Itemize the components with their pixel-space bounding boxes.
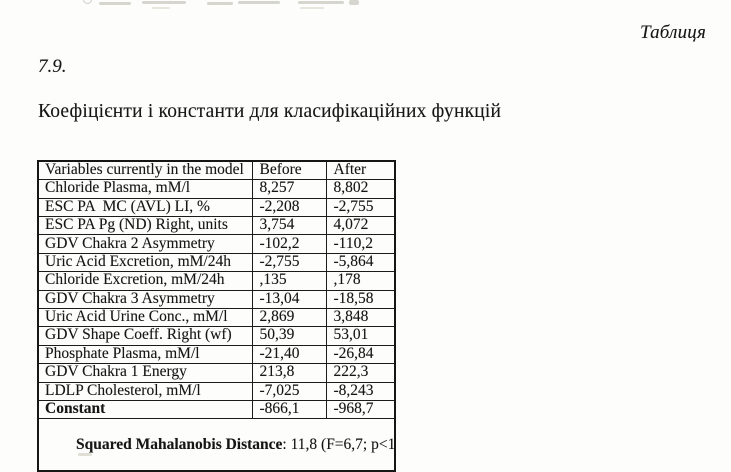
table-row: LDLP Cholesterol, mM/l -7,025 -8,243 (37, 381, 396, 401)
table-row: GDV Chakra 2 Asymmetry -102,2 -110,2 (37, 234, 396, 254)
header-variables: Variables currently in the model (37, 160, 253, 181)
after-cell: -5,864 (325, 252, 396, 273)
table-row: ESC PA MC (AVL) LI, % -2,208 -2,755 (37, 197, 396, 218)
header-after: After (325, 160, 396, 181)
variable-cell: Constant (37, 399, 253, 420)
variable-cell: Chloride Excretion, mM/24h (37, 271, 253, 291)
variable-cell: GDV Chakra 1 Energy (37, 363, 253, 383)
table-row: GDV Chakra 1 Energy 213,8 222,3 (37, 363, 396, 383)
after-cell: 8,802 (325, 179, 396, 199)
clipped-glyph-circle (83, 0, 92, 4)
classification-functions-table: Variables currently in the model Before … (37, 160, 396, 472)
table-row: Phosphate Plasma, mM/l -21,40 -26,84 (37, 344, 396, 365)
variable-cell: Chloride Plasma, mM/l (37, 179, 253, 199)
mahalanobis-cell: Squared Mahalanobis Distance: 11,8 (F=6,… (37, 418, 396, 472)
before-cell: 2,869 (251, 307, 327, 328)
after-cell: -18,58 (325, 289, 396, 310)
variable-cell: GDV Chakra 3 Asymmetry (37, 289, 253, 310)
table-header-row: Variables currently in the model Before … (37, 160, 396, 181)
variable-cell: Phosphate Plasma, mM/l (37, 344, 253, 365)
after-cell: ,178 (325, 271, 396, 291)
table-caption-number: 7.9. (38, 56, 67, 77)
before-cell: ,135 (251, 271, 327, 291)
header-before: Before (251, 160, 327, 181)
table-row: Uric Acid Excretion, mM/24h -2,755 -5,86… (37, 252, 396, 273)
before-cell: 8,257 (251, 179, 327, 199)
scan-artifact (78, 453, 92, 456)
after-cell: 3,848 (325, 307, 396, 328)
mahalanobis-row: Squared Mahalanobis Distance: 11,8 (F=6,… (37, 418, 396, 472)
before-cell: -21,40 (251, 344, 327, 365)
table-row: Chloride Plasma, mM/l 8,257 8,802 (37, 179, 396, 199)
after-cell: -26,84 (325, 344, 396, 365)
after-cell: -968,7 (325, 399, 396, 420)
after-cell: 4,072 (325, 216, 396, 236)
mahalanobis-value: : 11,8 (F=6,7; p<10 (282, 435, 395, 453)
variable-cell: GDV Shape Coeff. Right (wf) (37, 326, 253, 346)
before-cell: 3,754 (251, 216, 327, 236)
mahalanobis-label: Squared Mahalanobis Distance (76, 435, 283, 453)
before-cell: 213,8 (251, 363, 327, 383)
table-caption-word: Таблиця (640, 22, 706, 43)
clipped-top-text-line (0, 0, 731, 10)
after-cell: 53,01 (325, 326, 396, 346)
table-title: Коефіцієнти і константи для класифікацій… (38, 101, 502, 122)
variable-cell: GDV Chakra 2 Asymmetry (37, 234, 253, 254)
variable-cell: Uric Acid Excretion, mM/24h (37, 252, 253, 273)
table-row: ESC PA Pg (ND) Right, units 3,754 4,072 (37, 216, 396, 236)
table-row: Uric Acid Urine Conc., mM/l 2,869 3,848 (37, 307, 396, 328)
constant-row: Constant -866,1 -968,7 (37, 399, 396, 420)
table-row: GDV Chakra 3 Asymmetry -13,04 -18,58 (37, 289, 396, 310)
before-cell: -2,755 (251, 252, 327, 273)
after-cell: -110,2 (325, 234, 396, 254)
after-cell: -8,243 (325, 381, 396, 401)
variable-cell: ESC PA Pg (ND) Right, units (37, 216, 253, 236)
after-cell: -2,755 (325, 197, 396, 218)
before-cell: -13,04 (251, 289, 327, 310)
before-cell: 50,39 (251, 326, 327, 346)
before-cell: -102,2 (251, 234, 327, 254)
variable-cell: ESC PA MC (AVL) LI, % (37, 197, 253, 218)
table-row: GDV Shape Coeff. Right (wf) 50,39 53,01 (37, 326, 396, 346)
before-cell: -2,208 (251, 197, 327, 218)
table-row: Chloride Excretion, mM/24h ,135 ,178 (37, 271, 396, 291)
before-cell: -866,1 (251, 399, 327, 420)
variable-cell: Uric Acid Urine Conc., mM/l (37, 307, 253, 328)
variable-cell: LDLP Cholesterol, mM/l (37, 381, 253, 401)
before-cell: -7,025 (251, 381, 327, 401)
after-cell: 222,3 (325, 363, 396, 383)
